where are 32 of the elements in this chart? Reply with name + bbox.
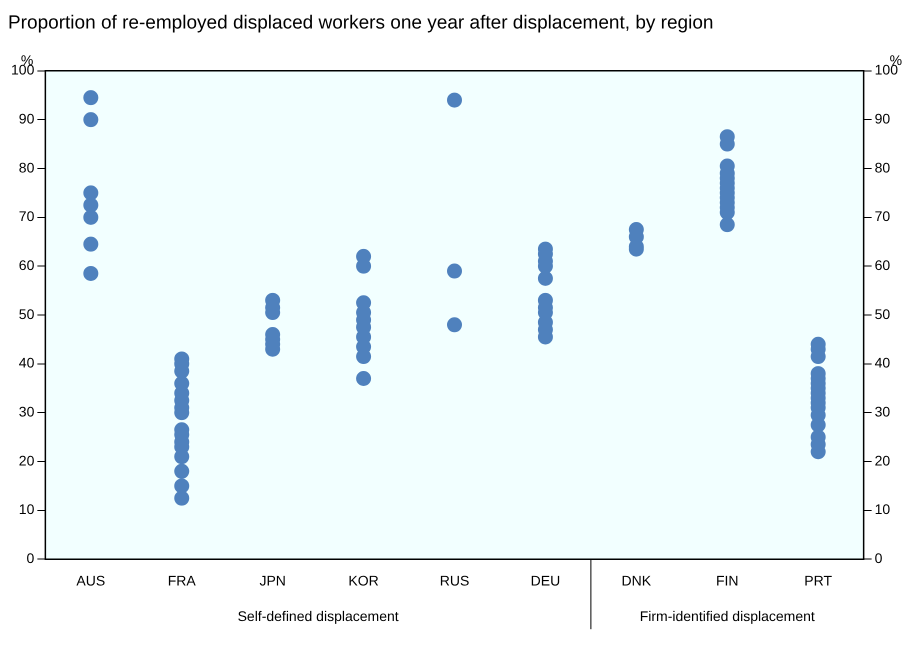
y2-tick-label: 60 [874, 257, 890, 274]
x-tick-label: KOR [348, 572, 379, 588]
y-tick-label: 50 [18, 306, 35, 322]
x-tick-label: JPN [259, 572, 286, 588]
text: Firm-identified displacement [640, 608, 815, 624]
y-tick-label: 90 [18, 110, 35, 126]
y2-tick-label: 40 [874, 354, 890, 371]
y2-tick-label: 90 [874, 110, 890, 126]
x-tick-label: FIN [716, 572, 739, 588]
y-tick-label: 40 [18, 354, 35, 371]
y-tick-label: 30 [18, 404, 35, 420]
y2-tick-label: 0 [874, 550, 883, 566]
y2-tick-label: 20 [874, 452, 890, 468]
y2-tick-label: 50 [874, 306, 890, 322]
text: Self-defined displacement [238, 608, 399, 624]
x-tick-label: DNK [622, 572, 652, 588]
y-tick-label: 80 [18, 159, 35, 176]
y2-tick-label: 70 [874, 208, 890, 224]
y-tick-label: 20 [18, 452, 35, 468]
x-tick-label: PRT [804, 572, 832, 588]
x-tick-label: DEU [530, 572, 560, 588]
y2-tick-label: 10 [874, 501, 890, 518]
y-tick-label: 0 [26, 550, 35, 566]
y-tick-label: 60 [18, 257, 35, 274]
y-tick-label: 70 [18, 208, 35, 224]
x-tick-label: FRA [168, 572, 196, 588]
y2-tick-label: 80 [874, 159, 890, 176]
x-tick-label: RUS [440, 572, 470, 588]
y-tick-label: 10 [18, 501, 35, 518]
chart-title: Proportion of re-employed displaced workers one year after displacement, by region [8, 12, 714, 34]
x-tick-label: AUS [76, 572, 106, 588]
y2-tick-label: 30 [874, 404, 890, 420]
